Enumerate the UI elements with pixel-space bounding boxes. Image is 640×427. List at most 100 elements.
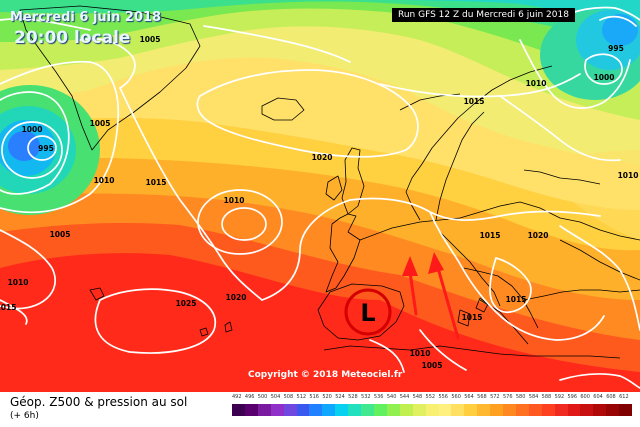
isobar-label: 1005 bbox=[90, 119, 111, 128]
scale-swatch bbox=[438, 404, 452, 416]
arrow-head bbox=[402, 256, 418, 276]
isobar-label: 1000 bbox=[22, 125, 43, 134]
isobar-label: 1020 bbox=[226, 293, 247, 302]
low-label: L bbox=[360, 299, 375, 327]
scale-tick-label: 508 bbox=[283, 394, 294, 400]
isobar-label: 1005 bbox=[50, 230, 71, 239]
scale-swatch bbox=[515, 404, 529, 416]
scale-tick-label: 596 bbox=[567, 394, 578, 400]
isobar-label: 995 bbox=[608, 44, 624, 53]
scale-tick-label: 520 bbox=[322, 394, 332, 400]
scale-swatch bbox=[477, 404, 491, 416]
scale-tick-label: 532 bbox=[361, 394, 371, 400]
isobar-label: 1010 bbox=[8, 278, 29, 287]
scale-swatch bbox=[257, 404, 271, 416]
scale-swatch bbox=[541, 404, 555, 416]
isobar-label: 1015 bbox=[480, 231, 501, 240]
scale-tick-label: 564 bbox=[464, 394, 474, 400]
scale-tick-label: 576 bbox=[502, 394, 513, 400]
scale-tick-label: 572 bbox=[490, 394, 500, 400]
low-circle bbox=[344, 288, 392, 336]
isobar-label: 995 bbox=[38, 144, 54, 153]
map-title: Géop. Z500 & pression au sol bbox=[10, 395, 188, 409]
scale-tick-label: 584 bbox=[528, 394, 539, 400]
model-run-label: Run GFS 12 Z du Mercredi 6 juin 2018 bbox=[392, 8, 575, 22]
isobar-label: 1005 bbox=[422, 361, 443, 370]
isobar-label: 1015 bbox=[0, 303, 16, 312]
scale-tick-label: 552 bbox=[425, 394, 436, 400]
scale-tick-label: 568 bbox=[477, 394, 487, 400]
scale-swatch bbox=[425, 404, 439, 416]
scale-swatch bbox=[386, 404, 400, 416]
scale-tick-label: 592 bbox=[554, 394, 565, 400]
scale-swatch bbox=[335, 404, 349, 416]
scale-swatch bbox=[244, 404, 258, 416]
scale-swatch bbox=[373, 404, 387, 416]
scale-swatch bbox=[528, 404, 542, 416]
isobar-label: 1010 bbox=[526, 79, 547, 88]
scale-swatch bbox=[464, 404, 478, 416]
isobars bbox=[0, 6, 640, 389]
scale-swatch bbox=[232, 404, 245, 416]
low-pressure-marker: L bbox=[344, 288, 392, 336]
isobar-label: 1005 bbox=[140, 35, 161, 44]
scale-swatch bbox=[503, 404, 516, 416]
arrow-head bbox=[428, 252, 444, 274]
scale-tick-label: 496 bbox=[244, 394, 255, 400]
scale-swatch bbox=[567, 404, 581, 416]
scale-swatch bbox=[399, 404, 413, 416]
scale-swatch bbox=[361, 404, 374, 416]
scale-tick-label: 528 bbox=[348, 394, 358, 400]
color-scale-labels: 492 496 500 504 508 512 516 520 524 528 532 536 540 5… bbox=[232, 394, 632, 404]
scale-swatch bbox=[593, 404, 607, 416]
local-time: 20:00 locale bbox=[14, 28, 131, 48]
isobar-label: 1010 bbox=[618, 171, 639, 180]
scale-tick-label: 504 bbox=[270, 394, 281, 400]
isobar-label: 1015 bbox=[146, 178, 167, 187]
isobar-label: 1015 bbox=[506, 295, 527, 304]
isobar-label: 1010 bbox=[224, 196, 245, 205]
scale-swatch bbox=[296, 404, 310, 416]
isobar-label: 1025 bbox=[176, 299, 197, 308]
scale-tick-label: 492 bbox=[232, 394, 242, 400]
isobar-labels: 1005 1005 1000 995 1010 1015 1005 1010 1… bbox=[0, 35, 638, 370]
coastlines bbox=[19, 5, 640, 359]
scale-swatch bbox=[490, 404, 504, 416]
scale-swatch bbox=[283, 404, 297, 416]
isobar-label: 1000 bbox=[594, 73, 615, 82]
color-scale-bar bbox=[232, 404, 633, 416]
isobar-label: 1020 bbox=[312, 153, 333, 162]
scale-tick-label: 524 bbox=[335, 394, 345, 400]
arrow-shaft bbox=[436, 266, 460, 340]
isobar-label: 1015 bbox=[464, 97, 485, 106]
isobar-label: 1010 bbox=[94, 176, 115, 185]
scale-swatch bbox=[580, 404, 594, 416]
scale-tick-label: 560 bbox=[451, 394, 461, 400]
legend-footer: Géop. Z500 & pression au sol (+ 6h) 492 4… bbox=[0, 392, 640, 427]
scale-swatch bbox=[451, 404, 465, 416]
scale-tick-label: 544 bbox=[399, 394, 410, 400]
scale-swatch bbox=[606, 404, 620, 416]
scale-tick-label: 608 bbox=[606, 394, 616, 400]
geopotential-map: 1005 1005 1000 995 1010 1015 1005 1010 1… bbox=[0, 0, 640, 392]
forecast-offset: (+ 6h) bbox=[10, 411, 39, 421]
arrow-shaft bbox=[408, 270, 418, 316]
scale-tick-label: 548 bbox=[412, 394, 423, 400]
isobar-label: 1010 bbox=[410, 349, 431, 358]
scale-swatch bbox=[348, 404, 362, 416]
scale-swatch bbox=[412, 404, 426, 416]
scale-swatch bbox=[309, 404, 323, 416]
scale-tick-label: 540 bbox=[386, 394, 397, 400]
isobar-label: 1015 bbox=[462, 313, 483, 322]
scale-tick-label: 516 bbox=[309, 394, 319, 400]
forecast-date: Mercredi 6 juin 2018 bbox=[10, 10, 162, 25]
isobar-label: 1020 bbox=[528, 231, 549, 240]
scale-tick-label: 612 bbox=[619, 394, 629, 400]
scale-swatch bbox=[554, 404, 568, 416]
scale-tick-label: 500 bbox=[257, 394, 268, 400]
flow-arrows bbox=[402, 252, 460, 340]
geopotential-field bbox=[0, 0, 640, 392]
scale-tick-label: 588 bbox=[541, 394, 552, 400]
scale-tick-label: 556 bbox=[438, 394, 448, 400]
